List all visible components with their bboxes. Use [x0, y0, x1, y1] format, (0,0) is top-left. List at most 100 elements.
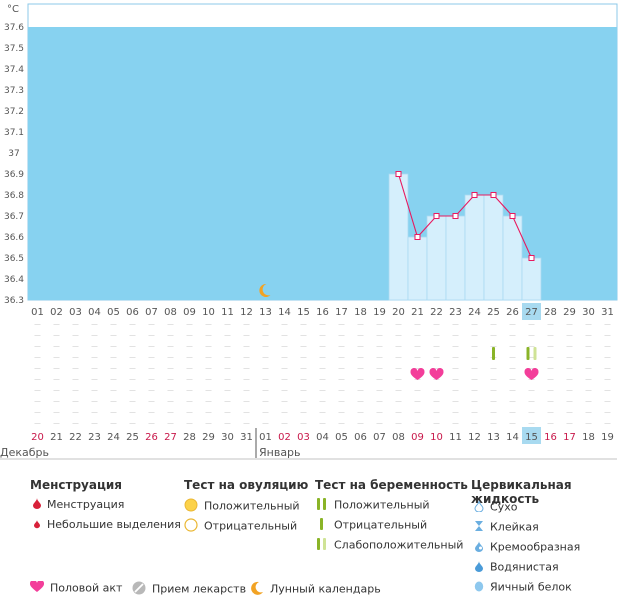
grid-dot	[281, 346, 288, 347]
grid-dot	[547, 390, 554, 391]
legend-pregnancy-positive: Положительный	[316, 498, 430, 513]
grid-dot	[395, 412, 402, 413]
grid-dot	[300, 423, 307, 424]
grid-dot	[585, 357, 592, 358]
cycle-day-label: 08	[164, 307, 177, 318]
legend-intercourse-label: Половой акт	[50, 581, 123, 595]
calendar-date-label: 09	[411, 432, 424, 443]
grid-dot	[414, 357, 421, 358]
grid-dot	[281, 379, 288, 380]
grid-dot	[300, 412, 307, 413]
calendar-date-label: 11	[449, 432, 462, 443]
grid-dot	[34, 368, 41, 369]
heart-icon	[524, 367, 539, 380]
calendar-date-label: 14	[506, 432, 519, 443]
grid-dot	[376, 379, 383, 380]
grid-dot	[547, 368, 554, 369]
grid-dot	[53, 401, 60, 402]
grid-dot	[110, 324, 117, 325]
grid-dot	[129, 335, 136, 336]
grid-dot	[452, 335, 459, 336]
month-label: Январь	[259, 446, 301, 459]
temperature-bar	[483, 194, 504, 301]
grid-dot	[53, 368, 60, 369]
grid-dot	[452, 412, 459, 413]
grid-dot	[585, 368, 592, 369]
legend-medication-label: Прием лекарств	[152, 582, 247, 596]
grid-dot	[91, 423, 98, 424]
grid-dot	[243, 324, 250, 325]
grid-dot	[167, 379, 174, 380]
calendar-date-label: 18	[582, 432, 595, 443]
grid-dot	[338, 346, 345, 347]
grid-dot	[186, 423, 193, 424]
legend-pregnancy-faint-label: Слабоположительный	[334, 538, 464, 552]
grid-dot	[547, 423, 554, 424]
grid-dot	[281, 324, 288, 325]
legend-cervical-eggwhite: Яичный белок	[474, 580, 572, 595]
grid-dot	[205, 357, 212, 358]
grid-dot	[528, 346, 535, 347]
legend-pregnancy-positive-label: Положительный	[334, 498, 430, 512]
calendar-date-label: 22	[69, 432, 82, 443]
grid-dot	[129, 401, 136, 402]
grid-dot	[300, 357, 307, 358]
grid-dot	[53, 412, 60, 413]
grid-dot	[528, 401, 535, 402]
legend-cervical-sticky-label: Клейкая	[490, 520, 539, 534]
grid-dot	[262, 324, 269, 325]
grid-dot	[91, 379, 98, 380]
grid-dot	[395, 346, 402, 347]
grid-dot	[148, 346, 155, 347]
grid-dot	[186, 401, 193, 402]
crescent-moon-icon	[250, 581, 264, 598]
grid-dot	[528, 357, 535, 358]
grid-dot	[585, 390, 592, 391]
grid-dot	[167, 423, 174, 424]
legend-ovulation-negative-label: Отрицательный	[204, 519, 298, 533]
legend-cervical-dry: Сухо	[474, 500, 517, 515]
grid-dot	[262, 379, 269, 380]
grid-dot	[395, 379, 402, 380]
grid-dot	[452, 401, 459, 402]
y-tick-label: 37.4	[4, 65, 24, 75]
grid-dot	[205, 401, 212, 402]
legend-intercourse: Половой акт	[29, 579, 123, 596]
calendar-date-label: 27	[164, 432, 177, 443]
grid-dot	[205, 423, 212, 424]
crescent-moon-icon	[259, 283, 271, 297]
grid-dot	[110, 379, 117, 380]
grid-dot	[53, 423, 60, 424]
grid-dot	[34, 324, 41, 325]
grid-dot	[585, 423, 592, 424]
grid-dot	[148, 324, 155, 325]
y-tick-label: 36.5	[4, 254, 24, 264]
grid-dot	[243, 390, 250, 391]
grid-dot	[585, 346, 592, 347]
grid-dot	[433, 412, 440, 413]
grid-dot	[148, 368, 155, 369]
grid-dot	[129, 412, 136, 413]
calendar-date-label: 31	[240, 432, 253, 443]
legend-menstruation-title: Менструация	[30, 478, 122, 492]
grid-dot	[490, 346, 497, 347]
temperature-point	[414, 234, 421, 240]
grid-dot	[167, 324, 174, 325]
grid-dot	[110, 390, 117, 391]
grid-dot	[205, 412, 212, 413]
grid-dot	[471, 412, 478, 413]
grid-dot	[357, 379, 364, 380]
grid-dot	[414, 412, 421, 413]
grid-dot	[357, 346, 364, 347]
grid-dot	[186, 335, 193, 336]
grid-dot	[300, 368, 307, 369]
grid-dot	[167, 346, 174, 347]
hourglass-drop-icon	[474, 520, 484, 535]
grid-dot	[281, 401, 288, 402]
y-tick-label: 37.6	[4, 23, 24, 33]
grid-dot	[395, 423, 402, 424]
grid-dot	[547, 357, 554, 358]
grid-dot	[148, 423, 155, 424]
grid-dot	[566, 357, 573, 358]
calendar-date-label: 03	[297, 432, 310, 443]
